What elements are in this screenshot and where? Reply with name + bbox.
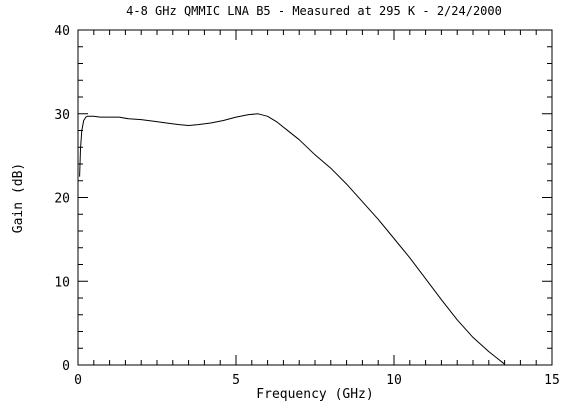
x-axis-label: Frequency (GHz)	[256, 387, 373, 402]
y-tick-label: 20	[54, 192, 70, 207]
series-line-0	[79, 113, 505, 365]
x-tick-label: 15	[544, 373, 560, 388]
series-layer	[79, 113, 505, 365]
y-tick-label: 10	[54, 275, 70, 290]
plot-frame	[77, 29, 553, 366]
y-tick-label: 30	[54, 108, 70, 123]
axis-ticks	[77, 29, 553, 366]
tick-labels: 0 5 10 15 0 10 20 30 40	[54, 24, 559, 388]
y-tick-label: 40	[54, 24, 70, 39]
x-tick-label: 5	[232, 373, 240, 388]
y-tick-label: 0	[62, 359, 70, 374]
y-axis-label: Gain (dB)	[11, 163, 26, 233]
x-tick-label: 10	[386, 373, 402, 388]
chart-title: 4-8 GHz QMMIC LNA B5 - Measured at 295 K…	[126, 4, 502, 18]
x-tick-label: 0	[74, 373, 82, 388]
